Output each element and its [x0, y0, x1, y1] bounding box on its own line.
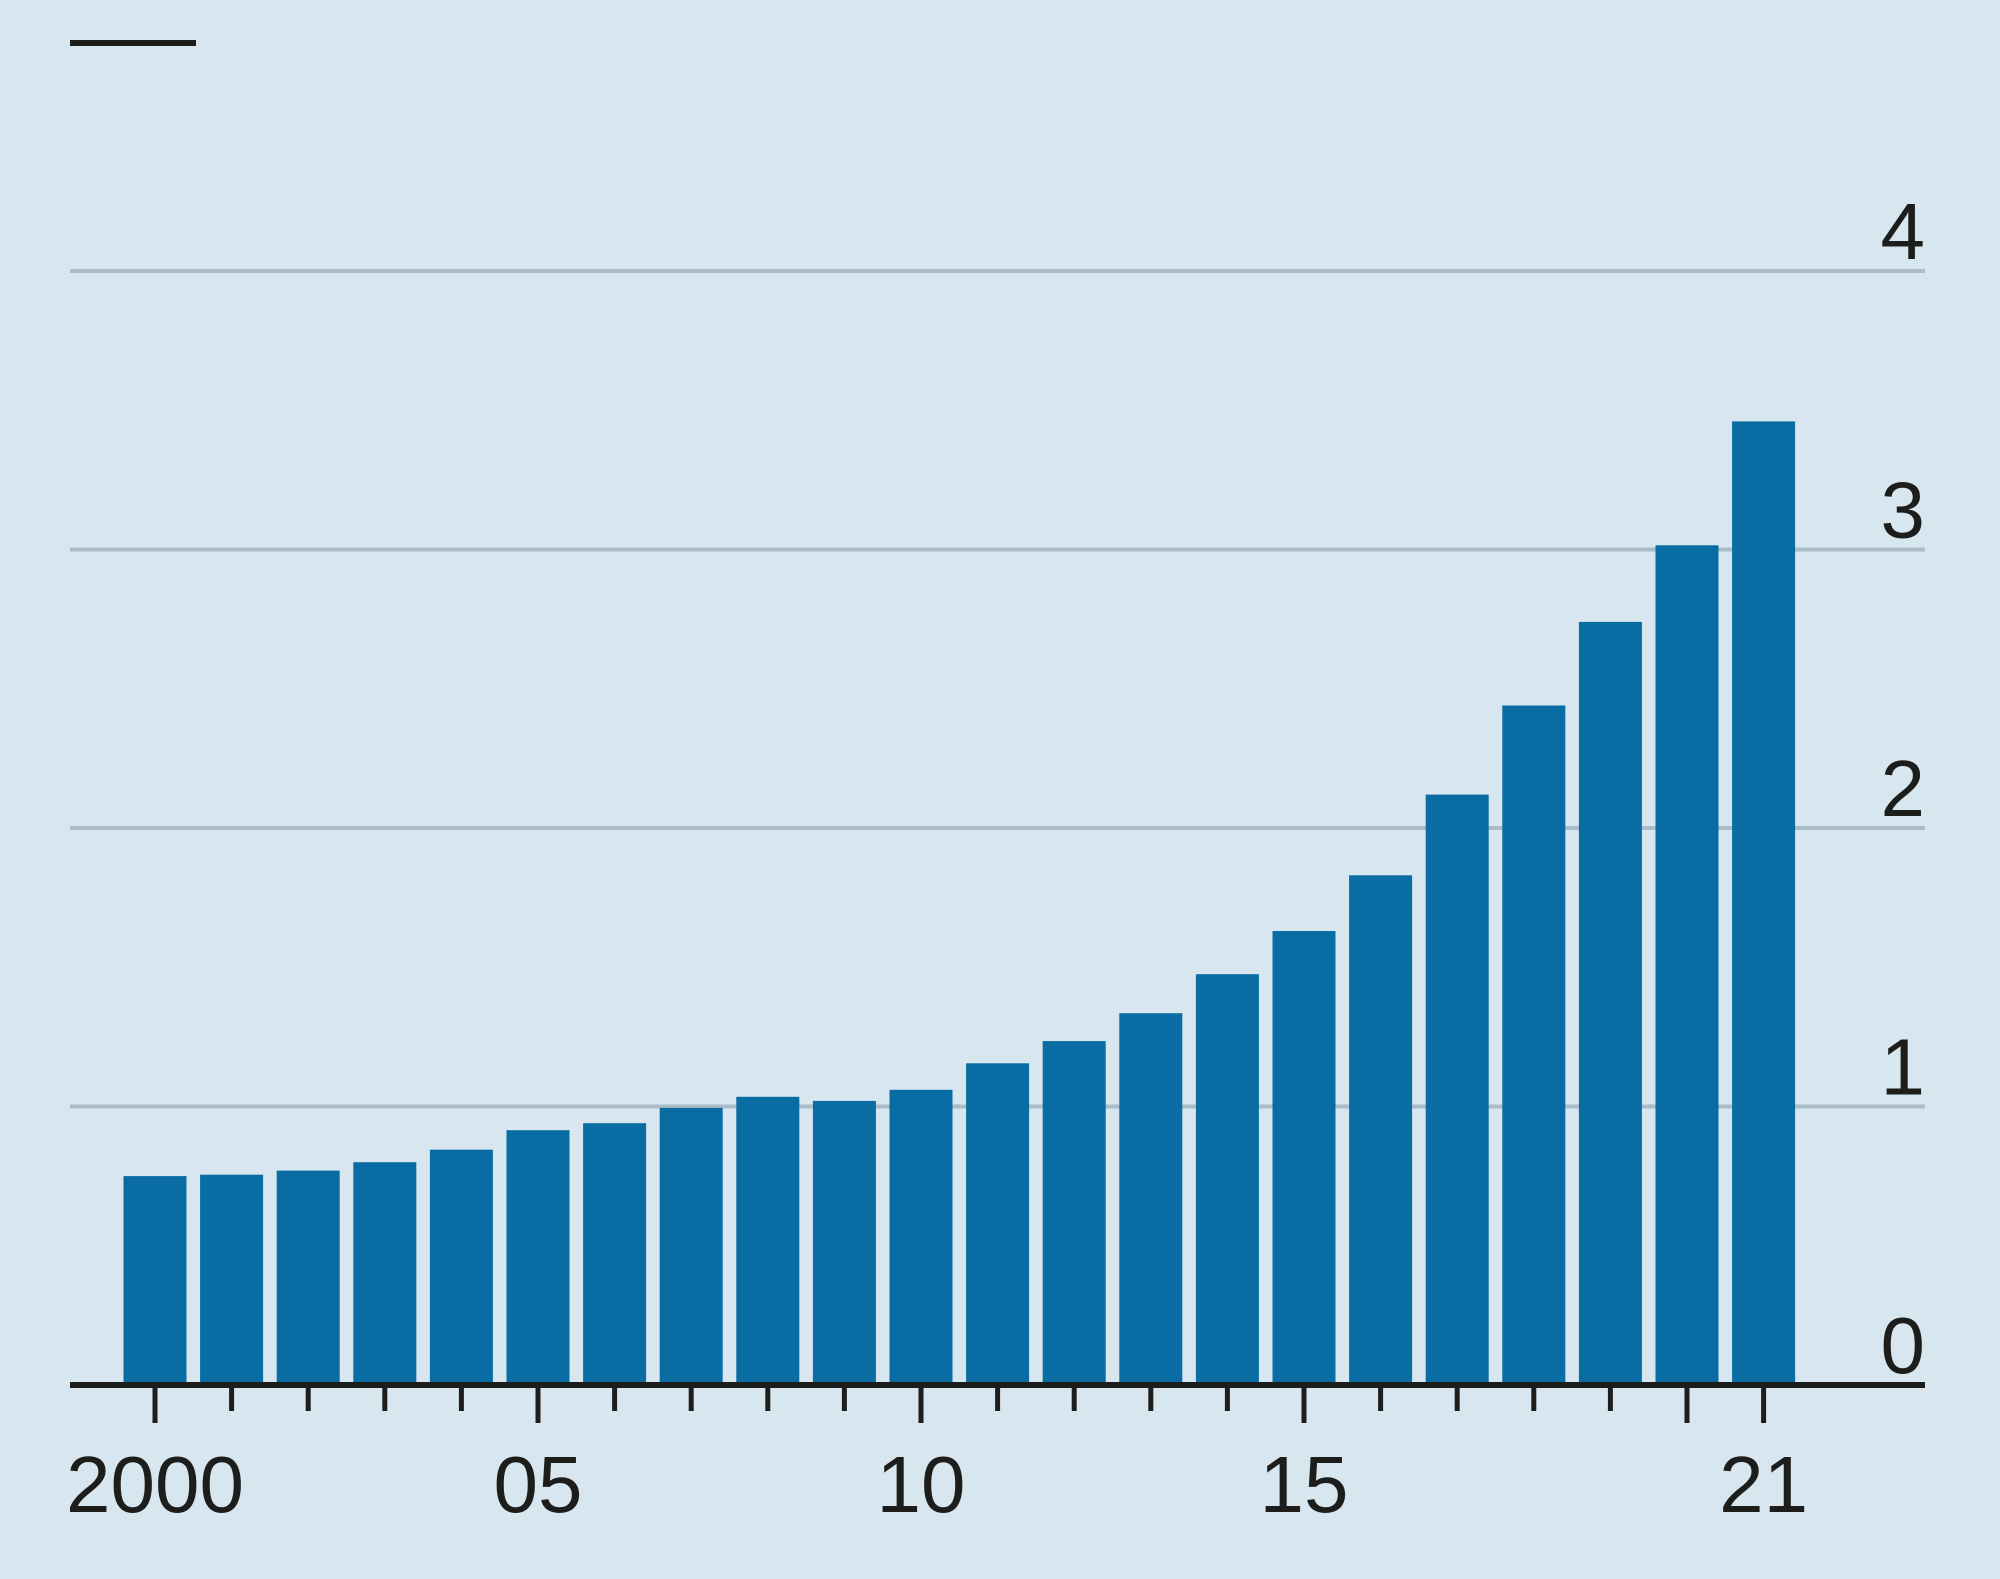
bar-2011 [966, 1063, 1030, 1385]
bar-series [123, 421, 1796, 1385]
bar-2019 [1578, 621, 1642, 1385]
y-tick-label-4: 4 [1881, 187, 1926, 276]
x-axis-tick-labels: 2000 05 10 15 21 [66, 1440, 1808, 1529]
x-tick-label-2021: 21 [1719, 1440, 1808, 1529]
bar-2015 [1272, 931, 1336, 1385]
bar-2020 [1655, 545, 1719, 1385]
bar-2010 [889, 1089, 953, 1385]
bar-2000 [123, 1176, 187, 1385]
bar-2016 [1349, 875, 1413, 1385]
x-tick-label-2015: 15 [1260, 1440, 1349, 1529]
y-tick-label-0: 0 [1881, 1301, 1926, 1390]
bar-2018 [1502, 705, 1566, 1385]
bar-2017 [1425, 794, 1489, 1385]
bar-2003 [353, 1162, 417, 1385]
bar-2001 [200, 1174, 264, 1385]
y-tick-label-1: 1 [1881, 1023, 1926, 1112]
x-axis-ticks [152, 1385, 1767, 1423]
y-axis-tick-labels: 0 1 2 3 4 [1881, 187, 1926, 1390]
bar-2006 [583, 1123, 647, 1385]
x-tick-label-2000: 2000 [66, 1440, 244, 1529]
bar-2002 [276, 1170, 340, 1385]
bar-2012 [1042, 1041, 1106, 1385]
bar-2014 [1195, 974, 1259, 1385]
bar-2009 [812, 1100, 876, 1385]
x-tick-label-2005: 05 [494, 1440, 583, 1529]
bar-2005 [506, 1130, 570, 1385]
bar-2021 [1732, 421, 1796, 1385]
bar-2013 [1119, 1013, 1183, 1385]
y-tick-label-3: 3 [1881, 466, 1926, 555]
bar-2007 [659, 1107, 723, 1385]
bar-2008 [736, 1096, 800, 1385]
y-tick-label-2: 2 [1881, 744, 1926, 833]
x-tick-label-2010: 10 [877, 1440, 966, 1529]
bar-2004 [429, 1149, 493, 1385]
